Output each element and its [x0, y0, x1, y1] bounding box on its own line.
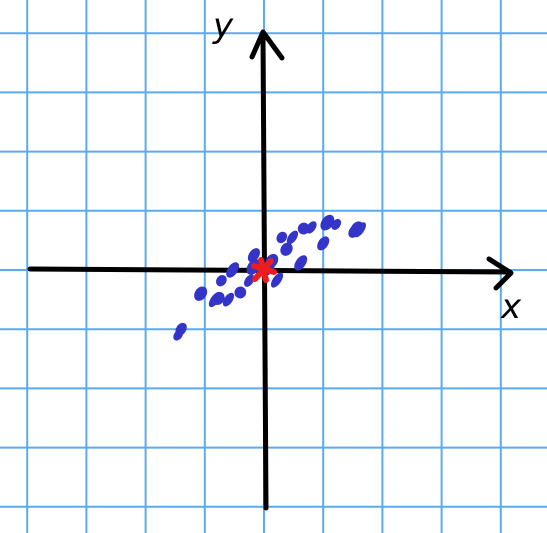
y-axis-arrowhead [249, 29, 285, 61]
data-point [194, 286, 208, 301]
data-point [212, 291, 225, 305]
data-point [276, 231, 288, 244]
data-point [234, 286, 247, 299]
x-axis-label: x [500, 287, 522, 327]
data-point [243, 274, 255, 287]
data-point [294, 255, 308, 271]
y-axis-label: y [212, 6, 234, 46]
center-marker-stroke [258, 257, 269, 283]
center-marker [251, 257, 277, 283]
data-point [270, 272, 284, 288]
data-point [222, 292, 235, 307]
data-point [353, 222, 366, 238]
data-point [247, 248, 261, 263]
data-point [226, 262, 240, 278]
x-axis-arrowhead [486, 256, 514, 291]
data-points [173, 214, 366, 341]
data-point [280, 242, 293, 256]
data-point [331, 218, 342, 230]
data-point [306, 221, 317, 234]
data-point [320, 214, 335, 231]
data-point [175, 322, 187, 336]
data-point [286, 230, 299, 245]
data-point [216, 274, 227, 287]
data-point [317, 236, 330, 251]
